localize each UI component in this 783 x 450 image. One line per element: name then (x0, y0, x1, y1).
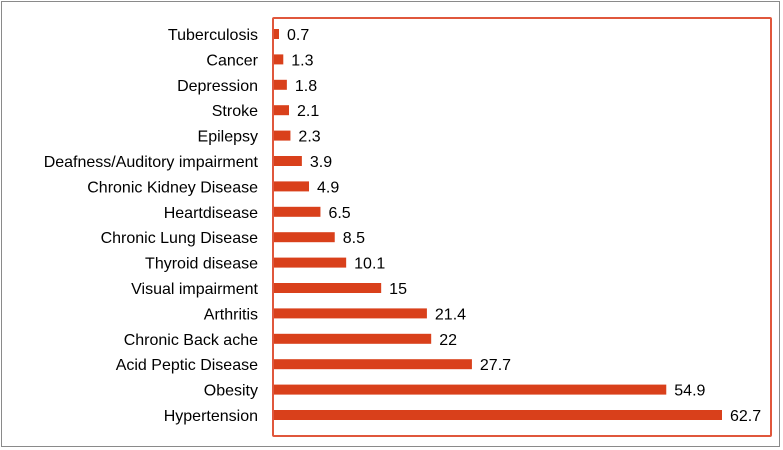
value-label: 15 (389, 281, 407, 298)
category-label: Thyroid disease (145, 256, 258, 273)
category-label: Obesity (204, 383, 258, 400)
bar (274, 333, 432, 344)
bar (274, 79, 287, 90)
category-label: Chronic Kidney Disease (87, 179, 258, 196)
bar (274, 359, 472, 370)
value-label: 10.1 (354, 256, 385, 273)
category-label: Chronic Back ache (124, 332, 258, 349)
bar (274, 384, 667, 395)
bar (274, 206, 321, 217)
category-label: Epilepsy (198, 129, 258, 146)
bar (274, 156, 302, 166)
value-label: 1.8 (295, 78, 317, 95)
bar (274, 232, 335, 243)
category-label: Depression (177, 78, 258, 95)
category-label: Chronic Lung Disease (101, 230, 259, 247)
category-label: Visual impairment (131, 281, 258, 298)
category-label: Tuberculosis (168, 27, 258, 44)
category-label: Arthritis (204, 306, 258, 323)
value-label: 2.1 (297, 103, 319, 120)
bar (274, 181, 310, 192)
value-label: 0.7 (287, 27, 309, 44)
value-label: 6.5 (328, 205, 350, 222)
bar (274, 105, 290, 116)
value-label: 27.7 (480, 357, 511, 374)
value-label: 62.7 (730, 408, 761, 425)
value-label: 8.5 (343, 230, 365, 247)
plot-area-border (272, 17, 772, 437)
category-label: Deafness/Auditory impairment (44, 154, 259, 171)
category-label: Hypertension (164, 408, 258, 425)
bar (274, 54, 284, 65)
value-label: 22 (439, 332, 457, 349)
bar (274, 283, 382, 293)
value-label: 21.4 (435, 306, 466, 323)
value-label: 4.9 (317, 179, 339, 196)
bar (274, 410, 722, 420)
bar (274, 257, 347, 268)
bar (274, 130, 291, 141)
category-label: Heartdisease (164, 205, 258, 222)
value-label: 1.3 (291, 52, 313, 69)
value-label: 3.9 (310, 154, 332, 171)
value-label: 2.3 (298, 129, 320, 146)
category-label: Stroke (212, 103, 258, 120)
category-label: Cancer (206, 52, 258, 69)
category-label: Acid Peptic Disease (116, 357, 258, 374)
bar (274, 308, 427, 319)
value-label: 54.9 (674, 383, 705, 400)
bar (274, 29, 280, 39)
